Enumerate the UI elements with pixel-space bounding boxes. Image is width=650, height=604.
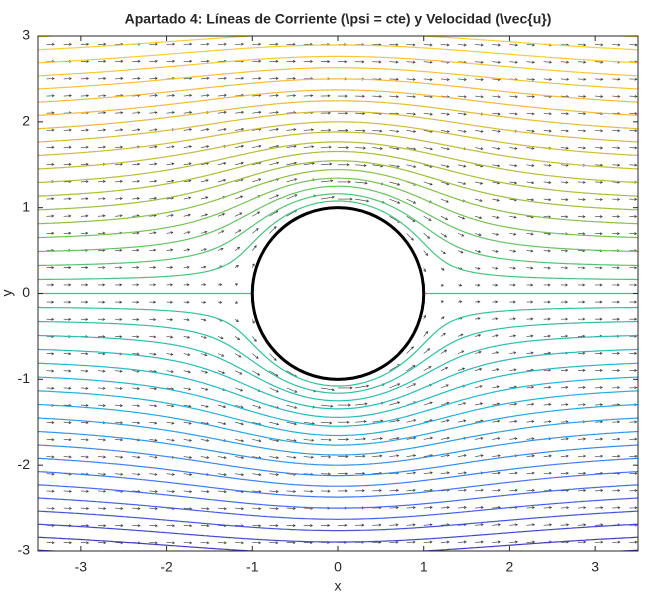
- streamline: [38, 67, 638, 90]
- streamline: [38, 44, 638, 64]
- plot-content: [38, 36, 638, 551]
- y-axis-label: y: [0, 290, 15, 297]
- streamline: [38, 334, 638, 402]
- streamline: [38, 444, 638, 477]
- streamline: [38, 471, 638, 498]
- streamline: [38, 348, 638, 410]
- x-tick-label: -2: [160, 559, 173, 575]
- streamline: [38, 121, 638, 156]
- streamline: [38, 78, 638, 103]
- streamline: [38, 484, 638, 509]
- streamline: [38, 36, 638, 51]
- streamline: [38, 131, 638, 170]
- y-tick-label: -3: [18, 542, 31, 558]
- x-axis-label: x: [335, 578, 342, 594]
- streamline: [38, 89, 638, 116]
- streamline: [38, 431, 638, 466]
- streamline: [38, 110, 638, 143]
- y-tick-label: 3: [22, 27, 30, 43]
- x-tick-label: 3: [591, 559, 599, 575]
- streamline: [38, 362, 638, 419]
- streamline: [38, 523, 638, 543]
- streamline: [38, 403, 638, 446]
- y-tick-label: -2: [18, 456, 31, 472]
- streamline: [38, 193, 638, 267]
- y-tick-label: 2: [22, 113, 30, 129]
- x-tick-label: -1: [246, 559, 259, 575]
- cylinder: [250, 206, 426, 381]
- streamline: [38, 510, 638, 532]
- streamline: [38, 320, 638, 394]
- x-tick-label: 1: [420, 559, 428, 575]
- streamline: [38, 160, 638, 211]
- streamline: [38, 457, 638, 487]
- streamline: [38, 177, 638, 239]
- streamline: [38, 55, 638, 77]
- streamline: [38, 100, 638, 130]
- streamline: [38, 390, 638, 437]
- streamline: [38, 497, 638, 520]
- x-tick-label: 0: [334, 559, 342, 575]
- streamline: [38, 306, 638, 387]
- streamline: [38, 200, 638, 281]
- y-tick-label: 0: [22, 284, 30, 300]
- streamline: [38, 376, 638, 427]
- x-tick-label: 2: [506, 559, 514, 575]
- streamline: [38, 185, 638, 253]
- streamline: [38, 141, 638, 184]
- x-tick-label: -3: [75, 559, 88, 575]
- streamline: [38, 417, 638, 456]
- streamline: [38, 150, 638, 197]
- streamline: [38, 168, 638, 225]
- streamline: [38, 536, 638, 551]
- chart-title: Apartado 4: Líneas de Corriente (\psi = …: [125, 11, 552, 27]
- y-tick-label: -1: [18, 370, 31, 386]
- y-tick-label: 1: [22, 198, 30, 214]
